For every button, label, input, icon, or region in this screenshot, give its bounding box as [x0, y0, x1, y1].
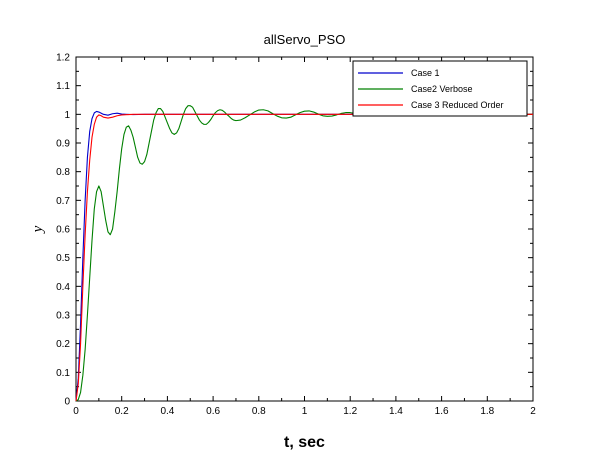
y-tick-label: 1.2	[56, 53, 70, 64]
x-axis-label: t, sec	[284, 434, 325, 451]
y-tick-label: 1	[64, 110, 70, 121]
x-tick-label: 2	[530, 406, 536, 417]
y-tick-label: 0.6	[56, 225, 70, 236]
x-tick-label: 0	[73, 406, 79, 417]
x-tick-label: 1.2	[343, 406, 357, 417]
legend-entry-case2-verbose: Case2 Verbose	[411, 84, 473, 94]
series-line-case-3-reduced-order	[75, 113, 533, 402]
y-tick-label: 0.5	[56, 253, 70, 264]
y-tick-label: 0.3	[56, 311, 70, 322]
legend-entry-case-3-reduced-order: Case 3 Reduced Order	[411, 100, 504, 110]
x-tick-label: 1.8	[480, 406, 494, 417]
y-tick-label: 0.4	[56, 282, 70, 293]
y-tick-label: 0	[64, 397, 70, 408]
y-tick-label: 0.2	[56, 339, 70, 350]
y-tick-label: 0.1	[56, 368, 70, 379]
x-tick-label: 0.8	[252, 406, 266, 417]
x-tick-label: 0.6	[206, 406, 220, 417]
x-tick-label: 1	[302, 406, 308, 417]
y-tick-label: 1.1	[56, 81, 70, 92]
series-line-case2-verbose	[75, 105, 533, 402]
legend-box	[352, 60, 528, 117]
x-tick-label: 0.2	[115, 406, 129, 417]
x-tick-label: 1.6	[435, 406, 449, 417]
y-tick-label: 0.9	[56, 139, 70, 150]
y-axis-label: y	[30, 225, 46, 234]
legend-entry-case-1: Case 1	[411, 68, 440, 78]
y-tick-label: 0.7	[56, 196, 70, 207]
x-tick-label: 0.4	[160, 406, 174, 417]
x-tick-label: 1.4	[389, 406, 403, 417]
chart-title: allServo_PSO	[264, 32, 346, 47]
y-tick-label: 0.8	[56, 167, 70, 178]
